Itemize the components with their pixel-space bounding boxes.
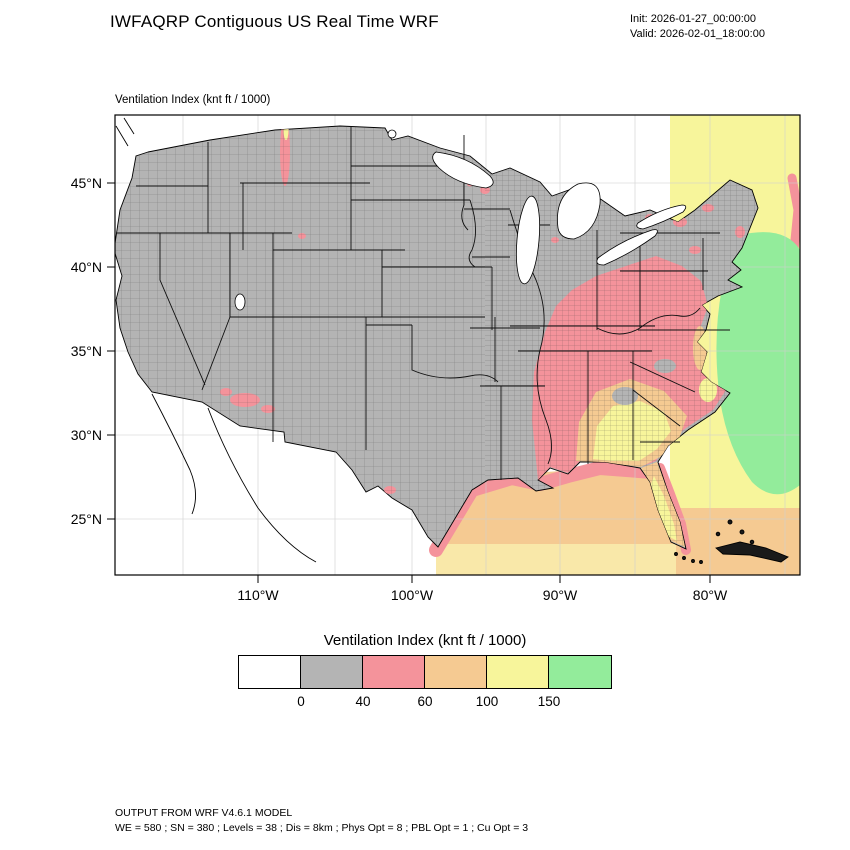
lon-tick-label: 100°W: [391, 587, 434, 603]
lake-ontario: [636, 204, 687, 230]
baja-coastline: [151, 393, 196, 515]
lat-tick-label: 35°N: [71, 343, 102, 359]
cuba: [715, 541, 789, 563]
lon-tick-label: 80°W: [693, 587, 728, 603]
legend-color-box: [301, 656, 363, 688]
model-info-line1: OUTPUT FROM WRF V4.6.1 MODEL: [115, 807, 293, 819]
lake-superior: [432, 151, 494, 189]
great-salt-lake: [234, 293, 246, 311]
lat-axis: 45°N 40°N 35°N 30°N 25°N: [71, 175, 115, 527]
model-info-line2: WE = 580 ; SN = 380 ; Levels = 38 ; Dis …: [115, 821, 529, 834]
legend-color-box: [239, 656, 301, 688]
lon-axis: 110°W 100°W 90°W 80°W: [237, 575, 728, 603]
lon-tick-label: 110°W: [237, 587, 279, 603]
us-map: 45°N 40°N 35°N 30°N 25°N 110°W 100°W 90°…: [71, 114, 801, 603]
init-time: Init: 2026-01-27_00:00:00: [630, 13, 756, 25]
legend-bar: [238, 655, 612, 689]
lat-tick-label: 40°N: [71, 259, 102, 275]
legend-color-box: [487, 656, 549, 688]
lake-of-the-woods: [387, 129, 397, 139]
lat-tick-label: 45°N: [71, 175, 102, 191]
legend-ticks: 0 40 60 100 150: [239, 694, 611, 712]
map-canvas: [115, 115, 800, 575]
model-info: OUTPUT FROM WRF V4.6.1 MODEL WE = 580 ; …: [115, 806, 528, 835]
atlantic-green-blob: [716, 232, 800, 495]
lon-tick-label: 90°W: [543, 587, 578, 603]
legend-tick-label: 40: [355, 694, 371, 709]
field-label: Ventilation Index (knt ft / 1000): [115, 94, 271, 106]
legend: Ventilation Index (knt ft / 1000) 0 40 60 1…: [205, 632, 645, 712]
legend-tick-label: 0: [297, 694, 305, 709]
lake-erie: [596, 229, 658, 266]
state-borders: [116, 126, 730, 480]
legend-title: Ventilation Index (knt ft / 1000): [323, 632, 527, 649]
lake-michigan: [515, 195, 541, 285]
lake-huron: [557, 182, 601, 240]
legend-tick-label: 60: [417, 694, 433, 709]
map-frame: [114, 114, 801, 576]
run-times: Init: 2026-01-27_00:00:00 Valid: 2026-02…: [630, 12, 765, 42]
atlantic-tan-south: [680, 508, 800, 575]
legend-tick-label: 150: [537, 694, 561, 709]
foreign-coastlines: [115, 117, 789, 564]
page-title: IWFAQRP Contiguous US Real Time WRF: [110, 12, 439, 31]
legend-tick-label: 100: [475, 694, 499, 709]
legend-color-box: [363, 656, 425, 688]
lat-tick-label: 30°N: [71, 427, 102, 443]
legend-color-box: [549, 656, 611, 688]
gulf-pale-band: [436, 544, 676, 575]
lat-tick-label: 25°N: [71, 511, 102, 527]
legend-color-box: [425, 656, 487, 688]
valid-time: Valid: 2026-02-01_18:00:00: [630, 27, 765, 40]
mexico-coastline: [207, 407, 317, 563]
great-lakes: [234, 129, 687, 311]
